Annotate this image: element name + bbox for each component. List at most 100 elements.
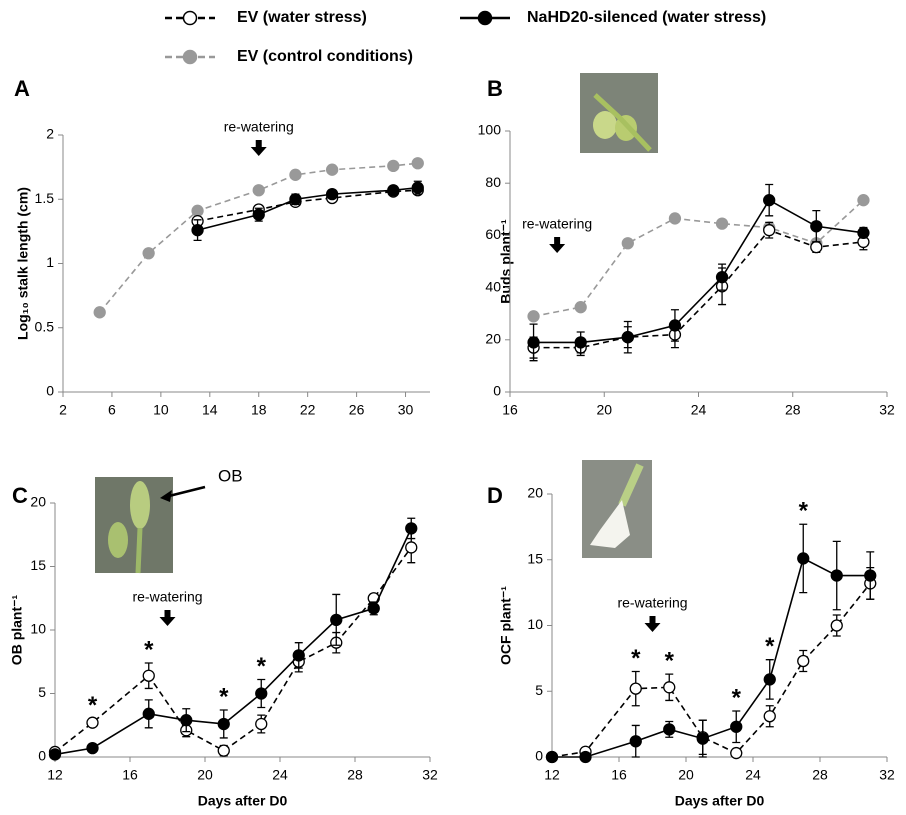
y-tick-label: 0 [46, 383, 54, 399]
y-tick-label: 10 [30, 621, 46, 637]
data-point [252, 208, 265, 221]
y-tick-label: 2 [46, 126, 54, 142]
data-point [180, 714, 193, 727]
legend-label: EV (control conditions) [237, 48, 413, 65]
ob-pointer-head [160, 490, 172, 502]
data-point [255, 717, 268, 731]
data-point [830, 619, 843, 632]
photo-ob [95, 477, 173, 574]
y-tick-label: 1 [46, 254, 54, 270]
y-tick-label: 20 [527, 485, 543, 501]
y-axis-label: OCF plant⁻¹ [498, 586, 514, 665]
data-point [387, 184, 400, 197]
data-point [86, 741, 99, 755]
annotation: re-watering [617, 595, 687, 611]
y-tick-label: 80 [485, 174, 501, 190]
data-point [857, 226, 870, 239]
x-tick-label: 32 [422, 767, 438, 783]
arrow [549, 237, 566, 253]
data-point [810, 220, 823, 233]
x-tick-label: 32 [879, 767, 895, 783]
y-tick-label: 15 [527, 550, 543, 566]
panel-letter: A [14, 76, 30, 101]
panel-letter: D [487, 483, 503, 508]
data-point [629, 682, 642, 695]
x-tick-label: 12 [544, 767, 560, 783]
data-point [668, 319, 682, 332]
significance: * [257, 653, 267, 680]
y-tick-label: 15 [30, 557, 46, 573]
data-point [292, 649, 305, 662]
significance: * [799, 498, 809, 525]
y-tick-label: 1.5 [35, 190, 55, 206]
data-point [797, 552, 810, 565]
y-tick-label: 10 [527, 616, 543, 632]
data-point [325, 163, 339, 176]
series-line [54, 546, 412, 753]
data-point [289, 193, 302, 206]
x-tick-label: 20 [197, 767, 213, 783]
series-line [533, 199, 864, 318]
data-point [864, 569, 877, 582]
data-point [797, 654, 810, 668]
data-point [574, 301, 587, 314]
data-point [763, 710, 776, 723]
x-tick-label: 26 [349, 402, 365, 418]
data-point [621, 331, 634, 344]
legend-marker [182, 49, 198, 65]
data-point [325, 187, 339, 201]
data-point [411, 181, 424, 194]
data-point [763, 224, 776, 237]
data-point [191, 223, 204, 237]
arrow [159, 610, 176, 626]
x-tick-label: 28 [812, 767, 828, 783]
x-axis-label: Days after D0 [198, 793, 288, 809]
data-point [387, 159, 400, 172]
data-point [142, 669, 155, 682]
ob-pointer [164, 485, 206, 499]
y-tick-label: 0 [493, 383, 501, 399]
data-point [763, 673, 776, 686]
panel-letter: C [12, 483, 28, 508]
series-line [54, 528, 412, 756]
x-tick-label: 24 [272, 767, 288, 783]
data-point [730, 720, 743, 733]
x-tick-label: 2 [59, 402, 67, 418]
data-point [217, 744, 230, 757]
data-point [696, 732, 709, 745]
annotation: re-watering [224, 119, 294, 135]
data-point [621, 237, 634, 250]
arrow [250, 140, 267, 156]
x-tick-label: 6 [108, 402, 116, 418]
data-point [191, 204, 204, 217]
y-tick-label: 40 [485, 278, 501, 294]
data-point [411, 157, 424, 170]
data-point [663, 681, 676, 694]
significance: * [732, 684, 742, 711]
data-point [579, 750, 592, 764]
photo-buds [580, 73, 658, 153]
x-tick-label: 18 [251, 402, 267, 418]
data-point [629, 735, 642, 748]
data-point [330, 613, 343, 626]
data-point [830, 569, 843, 582]
annotation: re-watering [132, 589, 202, 605]
data-point [86, 716, 99, 729]
significance: * [631, 645, 641, 672]
legend-marker [477, 10, 493, 26]
x-tick-label: 20 [596, 402, 612, 418]
significance: * [765, 633, 775, 660]
series-line [533, 229, 864, 349]
data-point [142, 707, 155, 720]
annotation: OB [218, 466, 243, 485]
significance: * [144, 636, 154, 663]
x-tick-label: 14 [202, 402, 218, 418]
y-tick-label: 5 [38, 684, 46, 700]
legend-label: EV (water stress) [237, 9, 367, 26]
data-point [545, 750, 559, 764]
data-point [715, 217, 729, 230]
data-point [48, 748, 62, 761]
x-tick-label: 16 [122, 767, 138, 783]
x-tick-label: 24 [745, 767, 761, 783]
x-tick-label: 12 [47, 767, 63, 783]
